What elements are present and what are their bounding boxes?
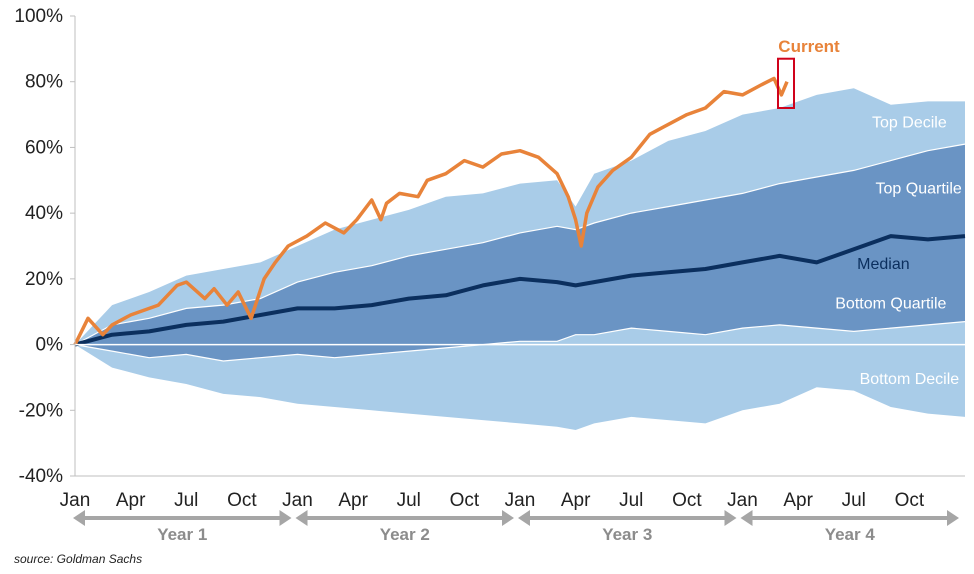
- median-line: [74, 234, 966, 347]
- series-labels: Top Decile Top Quartile Bottom Quartile Bot…: [777, 37, 962, 388]
- year-arrow-head-left: [518, 510, 530, 526]
- y-tick-label: 60%: [25, 137, 63, 158]
- band-bottom-decile: [75, 321, 965, 430]
- x-tick-label: Jul: [619, 490, 643, 511]
- x-tick-label: Jan: [60, 490, 91, 511]
- x-tick-label: Jan: [505, 490, 536, 511]
- x-tick-label: Oct: [227, 490, 257, 511]
- y-tick-label: -40%: [19, 466, 63, 487]
- y-tick-label: 100%: [14, 6, 63, 27]
- current-label: Current: [778, 37, 840, 56]
- y-tick-label: -20%: [19, 400, 63, 421]
- x-tick-label: Jan: [727, 490, 758, 511]
- y-tick-label: 20%: [25, 269, 63, 290]
- band-label: Bottom Quartile: [835, 295, 946, 312]
- year-arrow-head-right: [502, 510, 514, 526]
- year-label: Year 3: [602, 525, 652, 544]
- y-tick-label: 0%: [36, 335, 64, 356]
- band-top-decile: [75, 88, 965, 345]
- y-tick-label: 40%: [25, 203, 63, 224]
- x-tick-label: Oct: [895, 490, 925, 511]
- band-label: Bottom Decile: [860, 371, 960, 388]
- year-arrow-head-left: [295, 510, 308, 526]
- y-tick-label: 80%: [25, 72, 63, 93]
- x-tick-label: Oct: [450, 490, 480, 511]
- year-arrows: Year 1 Year 2 Year 3 Year 4: [73, 510, 959, 544]
- x-tick-label: Oct: [672, 490, 702, 511]
- current-line: [73, 76, 789, 346]
- x-tick-label: Jan: [282, 490, 313, 511]
- band-interquartile: [75, 144, 965, 361]
- source-note: source: Goldman Sachs: [14, 552, 143, 566]
- x-tick-label: Apr: [338, 490, 368, 511]
- x-tick-label: Apr: [116, 490, 146, 511]
- year-arrow-head-right: [947, 510, 959, 526]
- x-tick-label: Apr: [783, 490, 813, 511]
- current-highlight-box: [777, 57, 795, 109]
- median-label: Median: [857, 256, 909, 273]
- year-arrow-head-right: [724, 510, 737, 526]
- band-label: Top Quartile: [876, 180, 962, 197]
- x-tick-label: Jul: [842, 490, 866, 511]
- series-lines: [73, 76, 966, 347]
- year-label: Year 2: [380, 525, 430, 544]
- x-tick-label: Apr: [561, 490, 591, 511]
- axes: -40% -20% 0% 20% 40% 60% 80% 100% Jan Apr Jul Oct Ja…: [14, 6, 965, 511]
- year-arrow-head-right: [279, 510, 292, 526]
- bottom-quartile-edge: [74, 321, 966, 362]
- year-label: Year 1: [157, 525, 207, 544]
- year-label: Year 4: [825, 525, 876, 544]
- year-arrow-head-left: [73, 510, 85, 526]
- x-tick-label: Jul: [397, 490, 421, 511]
- x-tick-label: Jul: [174, 490, 198, 511]
- year-arrow-head-left: [740, 510, 753, 526]
- band-label: Top Decile: [872, 115, 947, 132]
